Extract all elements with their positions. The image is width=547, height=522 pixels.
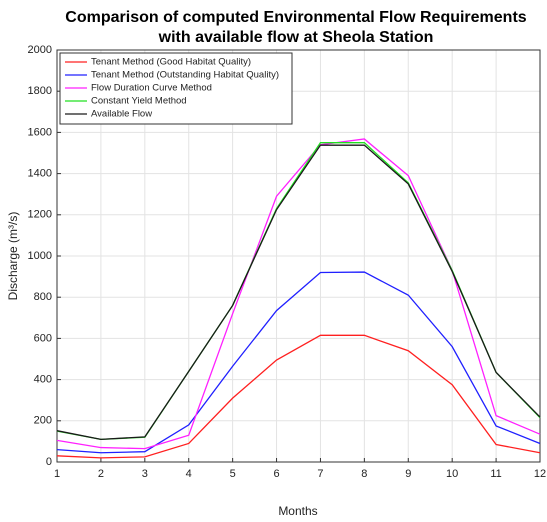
y-tick-label: 1800 [28, 85, 52, 97]
x-tick-label: 6 [273, 468, 279, 480]
y-tick-label: 1000 [28, 250, 52, 262]
x-tick-label: 5 [230, 468, 236, 480]
series-line [56, 144, 541, 440]
legend-label: Flow Duration Curve Method [91, 83, 212, 94]
x-tick-label: 8 [361, 468, 367, 480]
series-line [56, 138, 541, 450]
y-tick-label: 1400 [28, 168, 52, 180]
plot-frame [56, 49, 541, 463]
y-tick-label: 400 [34, 374, 52, 386]
x-tick-label: 3 [142, 468, 148, 480]
series-line [56, 334, 541, 459]
x-axis-label: Months [278, 504, 317, 518]
y-tick-label: 200 [34, 415, 52, 427]
series-line [56, 271, 541, 454]
x-tick-label: 2 [98, 468, 104, 480]
chart-title: with available flow at Sheola Station [158, 29, 434, 46]
legend-label: Tenant Method (Outstanding Habitat Quali… [91, 70, 279, 81]
y-tick-label: 800 [34, 291, 52, 303]
chart-title: Comparison of computed Environmental Flo… [65, 9, 526, 26]
y-tick-label: 0 [46, 456, 52, 468]
y-tick-label: 1600 [28, 126, 52, 138]
y-tick-label: 1200 [28, 209, 52, 221]
y-tick-label: 600 [34, 332, 52, 344]
x-tick-label: 7 [317, 468, 323, 480]
y-axis-label: Discharge (m³/s) [6, 212, 20, 301]
legend-box [59, 52, 293, 125]
legend-label: Constant Yield Method [91, 96, 187, 107]
legend-label: Tenant Method (Good Habitat Quality) [91, 57, 251, 68]
x-tick-label: 1 [54, 468, 60, 480]
x-tick-label: 9 [405, 468, 411, 480]
x-tick-label: 12 [534, 468, 546, 480]
legend-label: Available Flow [91, 109, 152, 120]
y-tick-label: 2000 [28, 44, 52, 56]
x-tick-label: 11 [490, 468, 501, 480]
x-tick-label: 4 [186, 468, 192, 480]
x-tick-label: 10 [446, 468, 458, 480]
